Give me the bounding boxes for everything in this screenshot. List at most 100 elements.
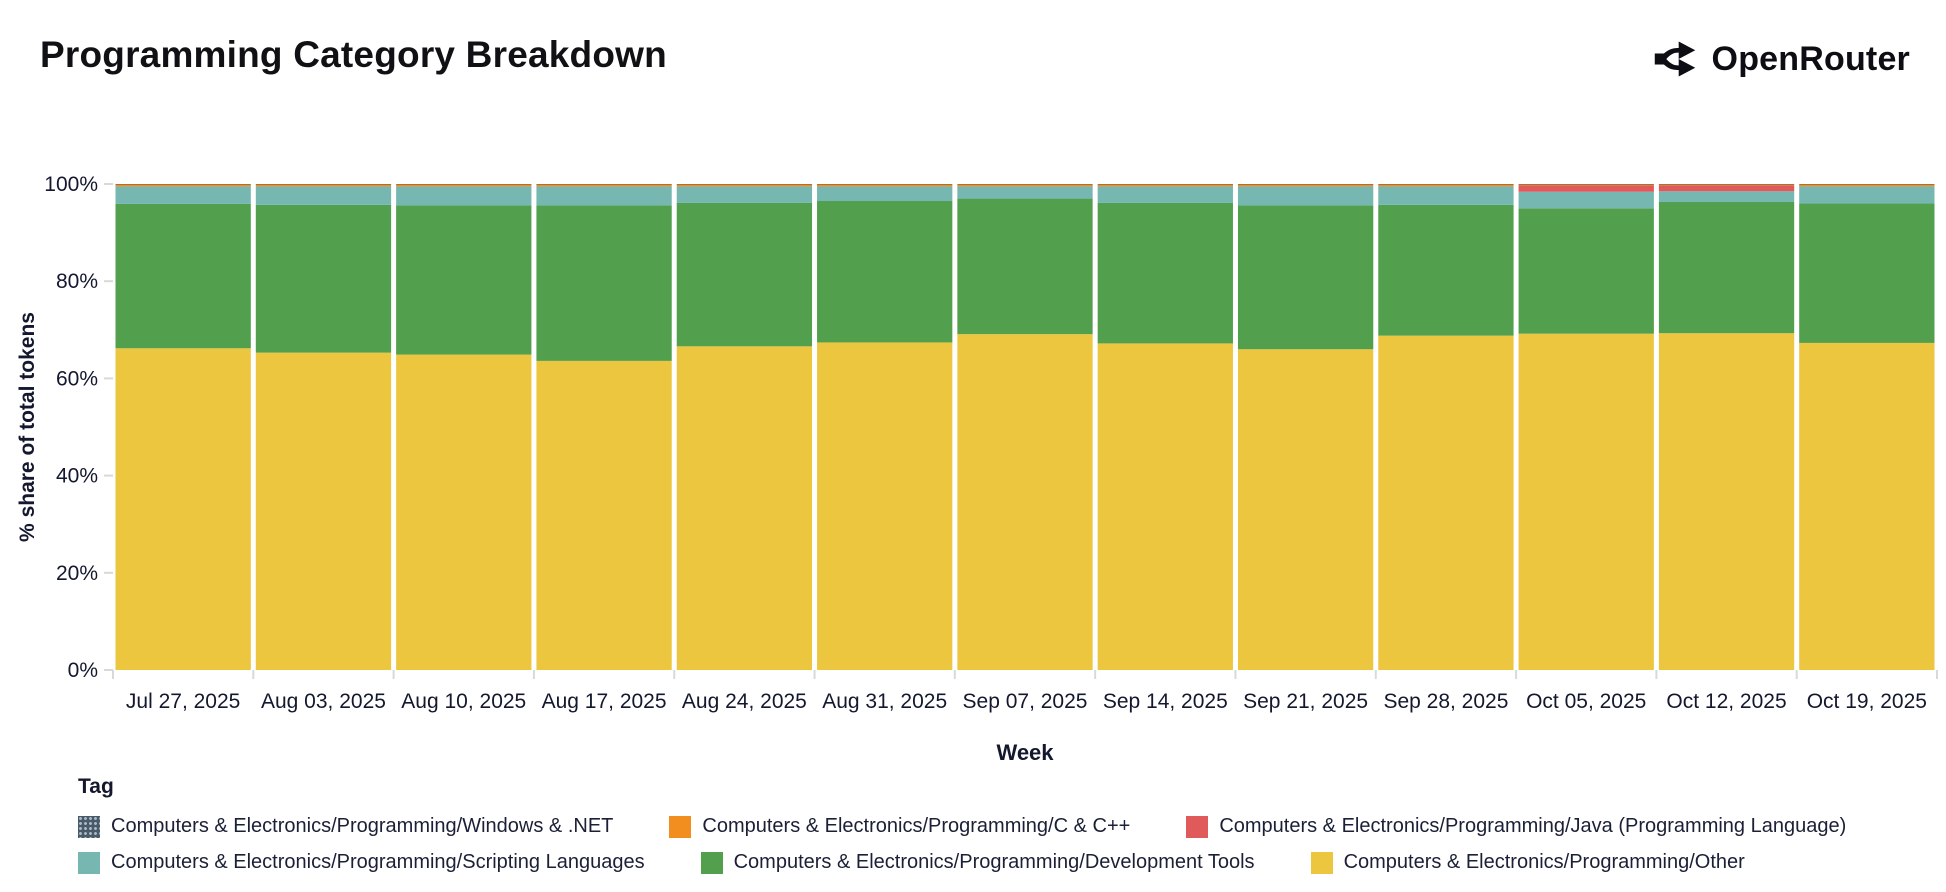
bar-segment[interactable] [817, 184, 953, 185]
x-tick-label: Aug 24, 2025 [682, 690, 807, 713]
bar-segment[interactable] [115, 184, 251, 187]
x-axis-title: Week [996, 740, 1054, 765]
bar-segment[interactable] [255, 184, 392, 185]
bar-segment[interactable] [1378, 335, 1514, 670]
legend-swatch [700, 851, 723, 874]
bar-segment[interactable] [957, 186, 1093, 199]
x-tick-label: Oct 12, 2025 [1666, 690, 1786, 713]
bar-segment[interactable] [536, 360, 672, 670]
bar-segment[interactable] [817, 184, 953, 187]
legend-item[interactable]: Computers & Electronics/Programming/Java… [1186, 815, 1846, 838]
x-tick-label: Aug 31, 2025 [822, 690, 947, 713]
legend: Tag Computers & Electronics/Programming/… [0, 775, 1946, 874]
bar-segment[interactable] [115, 186, 251, 204]
bar-segment[interactable] [817, 186, 953, 202]
bar-segment[interactable] [396, 184, 532, 187]
brand-name: OpenRouter [1711, 39, 1910, 78]
legend-item[interactable]: Computers & Electronics/Programming/Wind… [78, 815, 613, 838]
bar-segment[interactable] [1799, 342, 1935, 670]
bar-segment[interactable] [1799, 203, 1935, 343]
bar-segment[interactable] [255, 184, 392, 187]
bar-segment[interactable] [1518, 184, 1654, 185]
bar-segment[interactable] [957, 184, 1093, 187]
x-tick-label: Sep 07, 2025 [963, 690, 1088, 713]
y-tick-label: 80% [56, 270, 98, 293]
y-tick-label: 100% [44, 173, 98, 196]
bar-segment[interactable] [1518, 185, 1654, 192]
bar-segment[interactable] [676, 202, 813, 347]
x-tick-label: Aug 17, 2025 [542, 690, 667, 713]
bar-segment[interactable] [1658, 185, 1795, 192]
bar-segment[interactable] [1378, 184, 1514, 185]
bar-segment[interactable] [536, 184, 672, 185]
legend-item[interactable]: Computers & Electronics/Programming/C & … [669, 815, 1130, 838]
bar-segment[interactable] [536, 205, 672, 361]
bar-segment[interactable] [1097, 186, 1233, 203]
bar-segment[interactable] [1658, 333, 1795, 670]
bar-segment[interactable] [396, 186, 532, 206]
legend-item[interactable]: Computers & Electronics/Programming/Deve… [700, 851, 1255, 874]
bar-segment[interactable] [1237, 205, 1374, 350]
bar-segment[interactable] [1658, 201, 1795, 334]
bar-segment[interactable] [1097, 343, 1233, 670]
bar-segment[interactable] [676, 184, 813, 185]
bar-segment[interactable] [1658, 184, 1795, 185]
legend-item[interactable]: Computers & Electronics/Programming/Scri… [78, 851, 645, 874]
bar-segment[interactable] [1097, 184, 1233, 185]
legend-item-label: Computers & Electronics/Programming/Deve… [733, 851, 1255, 873]
bar-segment[interactable] [1378, 186, 1514, 205]
bar-segment[interactable] [1658, 184, 1795, 186]
legend-swatch [78, 815, 100, 838]
bar-segment[interactable] [1097, 202, 1233, 344]
bar-segment[interactable] [1518, 333, 1654, 670]
bar-segment[interactable] [957, 198, 1093, 335]
bar-segment[interactable] [1518, 208, 1654, 334]
bar-segment[interactable] [115, 203, 251, 349]
bar-segment[interactable] [115, 348, 251, 670]
legend-item-label: Computers & Electronics/Programming/Wind… [111, 815, 614, 837]
bar-segment[interactable] [255, 352, 392, 670]
y-tick-label: 40% [56, 465, 98, 488]
bar-segment[interactable] [1518, 184, 1654, 186]
bar-segment[interactable] [1518, 191, 1654, 209]
bar-segment[interactable] [676, 186, 813, 203]
x-tick-label: Oct 05, 2025 [1526, 690, 1646, 713]
chart-area: 0% 20% 40% 60% 80% 100% Jul 27, 2025 Aug 03, 20… [0, 118, 1946, 771]
page-title: Programming Category Breakdown [40, 34, 667, 75]
legend-swatch [78, 851, 100, 874]
bar-segment[interactable] [817, 342, 953, 670]
bar-segment[interactable] [1237, 184, 1374, 187]
legend-title: Tag [78, 775, 114, 798]
bar-segment[interactable] [817, 201, 953, 343]
bar-segment[interactable] [1237, 349, 1374, 670]
bar-segment[interactable] [1378, 204, 1514, 336]
bar-segment[interactable] [536, 184, 672, 187]
bar-segment[interactable] [1799, 186, 1935, 204]
bar-segment[interactable] [115, 184, 251, 185]
openrouter-icon [1652, 36, 1698, 82]
bar-segment[interactable] [957, 334, 1093, 670]
bar-segment[interactable] [255, 204, 392, 353]
bar-segment[interactable] [957, 184, 1093, 185]
bar-segment[interactable] [1237, 184, 1374, 185]
legend-item-label: Computers & Electronics/Programming/C & … [702, 815, 1131, 837]
bar-segment[interactable] [1658, 191, 1795, 202]
bar-segment[interactable] [396, 205, 532, 355]
bar-segment[interactable] [1799, 184, 1935, 185]
bar-segment[interactable] [1799, 184, 1935, 187]
y-tick-label: 0% [68, 659, 98, 682]
bar-segment[interactable] [676, 184, 813, 187]
bar-segment[interactable] [1097, 184, 1233, 187]
bar-segment[interactable] [255, 186, 392, 205]
bar-segment[interactable] [1378, 184, 1514, 187]
bar-segment[interactable] [396, 354, 532, 670]
legend-item[interactable]: Computers & Electronics/Programming/Othe… [1310, 851, 1745, 874]
bar-segment[interactable] [536, 186, 672, 206]
bar-segment[interactable] [1237, 186, 1374, 206]
y-tick-label: 60% [56, 367, 98, 390]
x-tick-label: Aug 10, 2025 [401, 690, 526, 713]
bar-segment[interactable] [396, 184, 532, 185]
x-tick-label: Aug 03, 2025 [261, 690, 386, 713]
bar-segment[interactable] [676, 346, 813, 670]
y-axis-title: % share of total tokens [16, 312, 39, 542]
